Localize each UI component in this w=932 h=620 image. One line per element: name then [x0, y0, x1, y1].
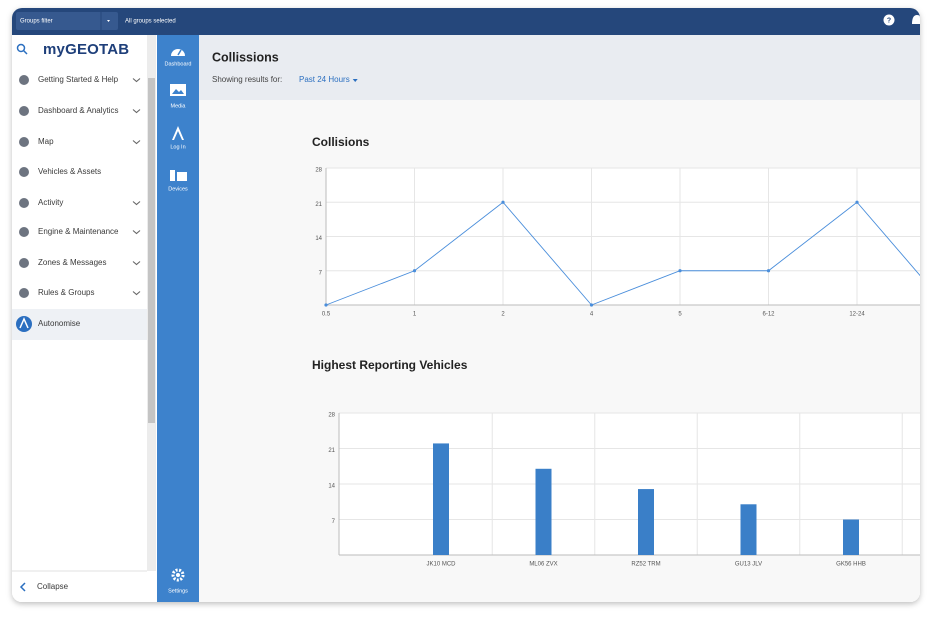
point — [855, 200, 859, 204]
nav-highlight — [12, 309, 147, 340]
settings-icon — [176, 573, 180, 577]
bar — [638, 489, 654, 555]
groups-filter[interactable] — [16, 12, 118, 30]
collapse-icon[interactable] — [19, 582, 26, 592]
nav-item[interactable]: Zones & Messages — [38, 258, 106, 267]
bar — [740, 504, 757, 555]
bell-icon[interactable] — [912, 15, 922, 24]
login-icon[interactable] — [172, 126, 184, 140]
nav-icon — [19, 167, 29, 177]
nav-item[interactable]: Map — [38, 137, 54, 146]
nav-icon — [19, 258, 29, 268]
y-tick-label: 7 — [319, 270, 323, 276]
rail-item[interactable]: Media — [171, 103, 187, 109]
nav-icon — [19, 288, 29, 298]
nav-item[interactable]: Dashboard & Analytics — [38, 106, 119, 115]
help-icon[interactable] — [883, 14, 895, 26]
nav-icon — [19, 75, 29, 85]
nav-icon — [19, 137, 29, 147]
groups-filter-label: Groups filter — [20, 19, 53, 25]
rail — [157, 35, 199, 602]
search-icon[interactable] — [16, 43, 26, 53]
rail-item[interactable]: Log In — [170, 144, 185, 150]
help-glyph: ? — [887, 17, 891, 24]
groups-status: All groups selected — [125, 19, 176, 25]
nav-icon — [19, 198, 29, 208]
nav-item[interactable]: Engine & Maintenance — [38, 227, 119, 236]
devices-icon — [177, 172, 187, 181]
y-tick-label: 14 — [328, 484, 335, 490]
search-icon — [22, 49, 28, 55]
nav-item[interactable]: Autonomise — [38, 319, 81, 328]
chevron[interactable] — [132, 291, 141, 296]
page-title: Collissions — [212, 50, 279, 64]
y-tick-label: 28 — [315, 168, 322, 174]
chevron[interactable] — [132, 230, 141, 235]
rail-item[interactable]: Devices — [168, 186, 188, 192]
y-tick-label: 21 — [315, 202, 322, 208]
x-tick-label: 12-24 — [849, 312, 865, 318]
dashboard-icon — [177, 49, 182, 56]
dashboard-icon[interactable] — [171, 49, 185, 56]
point — [678, 269, 682, 273]
top-bar — [12, 8, 920, 35]
devices-icon[interactable] — [170, 170, 175, 181]
rail-item[interactable]: Dashboard — [165, 61, 192, 67]
y-tick-label: 7 — [332, 519, 336, 525]
x-tick-label: ML06 ZVX — [529, 562, 557, 568]
media-icon[interactable] — [170, 84, 186, 96]
media-icon — [172, 89, 184, 94]
nav-icon — [19, 317, 29, 329]
y-tick-label: 21 — [328, 448, 335, 454]
bar — [433, 443, 449, 555]
y-tick-label: 28 — [328, 413, 335, 419]
chevron[interactable] — [132, 109, 141, 114]
caret — [107, 20, 110, 22]
chevron[interactable] — [132, 140, 141, 145]
line — [325, 201, 920, 306]
bar — [535, 468, 552, 555]
y-tick-label: 14 — [315, 236, 322, 242]
x-tick-label: 2 — [501, 312, 505, 318]
chevron[interactable] — [132, 201, 141, 206]
x-tick-label: 6-12 — [762, 312, 775, 318]
header — [199, 35, 920, 100]
nav-item[interactable]: Activity — [38, 198, 63, 207]
caret — [352, 79, 358, 82]
filter-value[interactable]: Past 24 Hours — [299, 75, 350, 84]
point — [324, 303, 328, 307]
x-tick-label: 4 — [590, 312, 594, 318]
point — [589, 303, 594, 307]
chart-title: Highest Reporting Vehicles — [312, 358, 468, 372]
nav-item[interactable]: Getting Started & Help — [38, 75, 119, 84]
x-tick-label: 0.5 — [322, 312, 331, 318]
collapse[interactable]: Collapse — [37, 582, 69, 591]
bar — [843, 519, 859, 555]
chevron[interactable] — [132, 78, 141, 83]
nav-item[interactable]: Rules & Groups — [38, 288, 94, 297]
point — [501, 200, 505, 204]
nav-item[interactable]: Vehicles & Assets — [38, 167, 101, 176]
x-tick-label: RZ52 TRM — [631, 562, 660, 568]
filter-label: Showing results for: — [212, 75, 282, 84]
point — [766, 269, 771, 273]
x-tick-label: GU13 JLV — [735, 562, 762, 568]
chart-title: Collisions — [312, 135, 370, 149]
scroll-thumb[interactable] — [148, 78, 155, 423]
settings-icon[interactable] — [171, 568, 185, 582]
chevron[interactable] — [132, 261, 141, 266]
x-tick-label: 5 — [678, 312, 682, 318]
point — [412, 269, 417, 273]
x-tick-label: GK56 HHB — [836, 562, 866, 568]
rail-item[interactable]: Settings — [168, 588, 188, 594]
logo: myGEOTAB — [43, 41, 129, 58]
x-tick-label: 1 — [413, 312, 417, 318]
nav-icon — [19, 106, 29, 116]
x-tick-label: JK10 MCD — [426, 562, 456, 568]
nav-icon — [19, 227, 29, 237]
